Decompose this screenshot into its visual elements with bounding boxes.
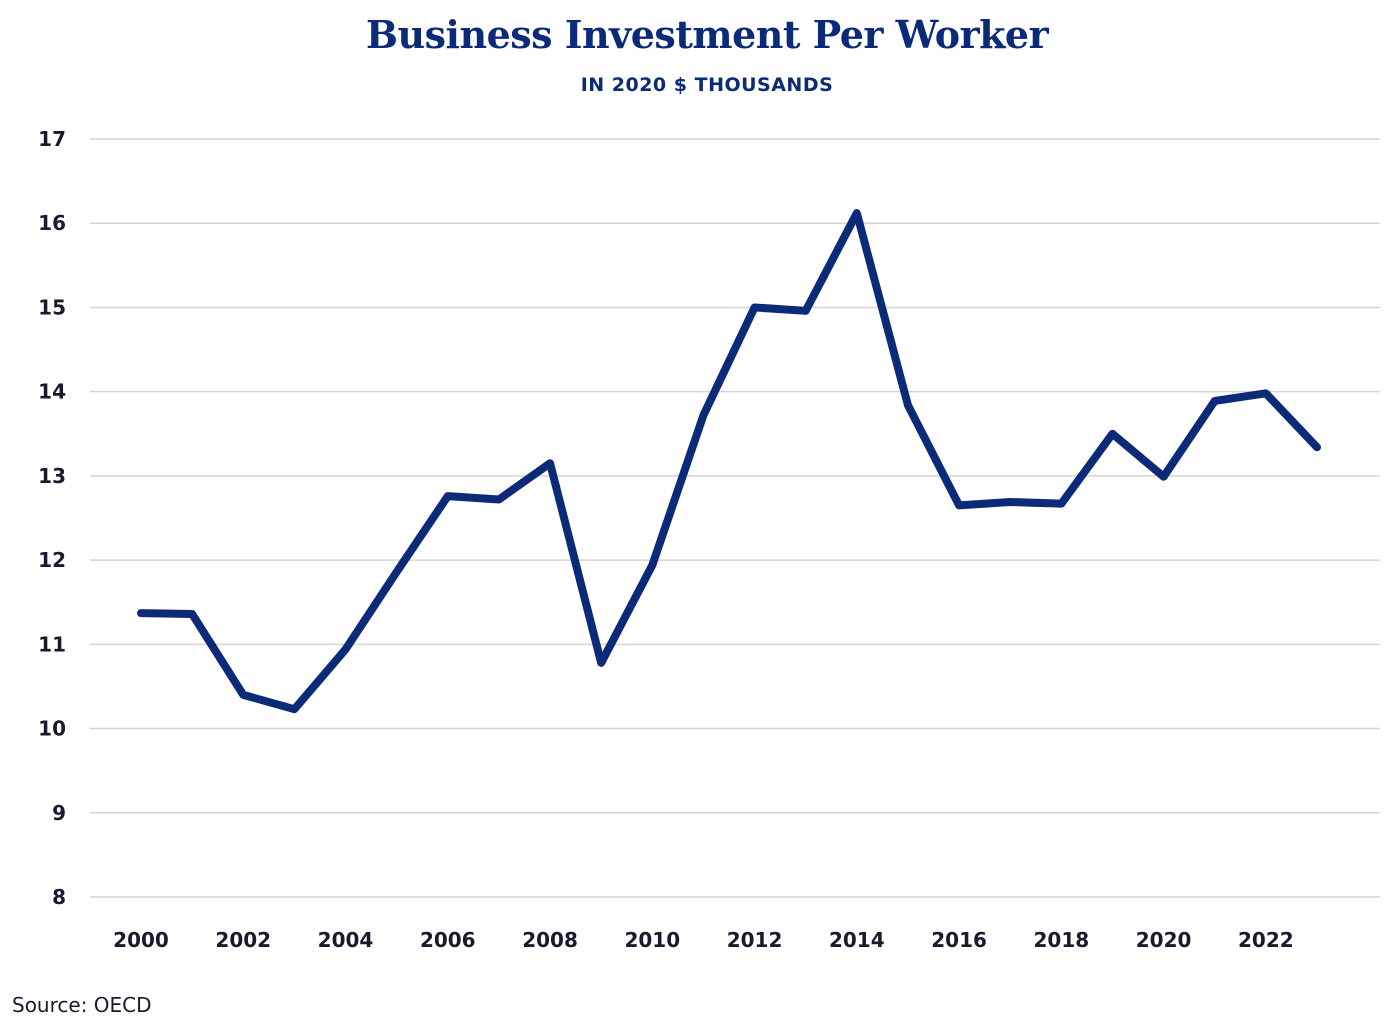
source-note: Source: OECD bbox=[12, 993, 152, 1017]
y-tick-label: 8 bbox=[52, 885, 66, 909]
x-axis-ticks: 2000 2002 2004 2006 2008 2010 2012 2014 2016 2018… bbox=[113, 928, 1294, 952]
x-tick-label: 2008 bbox=[522, 928, 578, 952]
x-tick-label: 2020 bbox=[1136, 928, 1192, 952]
y-tick-label: 9 bbox=[52, 801, 66, 825]
y-tick-label: 14 bbox=[38, 380, 66, 404]
y-tick-label: 12 bbox=[38, 548, 66, 572]
x-tick-label: 2014 bbox=[829, 928, 885, 952]
x-tick-label: 2006 bbox=[420, 928, 476, 952]
series-lines bbox=[137, 209, 1321, 714]
x-tick-label: 2018 bbox=[1034, 928, 1090, 952]
y-tick-label: 13 bbox=[38, 464, 66, 488]
y-tick-label: 17 bbox=[38, 127, 66, 151]
y-tick-label: 10 bbox=[38, 717, 66, 741]
x-tick-label: 2002 bbox=[215, 928, 271, 952]
chart-title: Business Investment Per Worker bbox=[365, 12, 1049, 57]
y-tick-label: 16 bbox=[38, 211, 66, 235]
y-tick-label: 11 bbox=[38, 632, 66, 656]
x-tick-label: 2012 bbox=[727, 928, 783, 952]
y-axis-ticks: 8 9 10 11 12 13 14 15 16 17 bbox=[38, 127, 66, 909]
gridlines bbox=[90, 138, 1380, 898]
chart-subtitle: IN 2020 $ THOUSANDS bbox=[580, 74, 834, 96]
y-tick-label: 15 bbox=[38, 295, 66, 319]
x-tick-label: 2004 bbox=[318, 928, 374, 952]
x-tick-label: 2022 bbox=[1238, 928, 1294, 952]
x-tick-label: 2010 bbox=[624, 928, 680, 952]
x-tick-label: 2000 bbox=[113, 928, 169, 952]
series-line bbox=[137, 209, 1321, 714]
x-tick-label: 2016 bbox=[931, 928, 987, 952]
